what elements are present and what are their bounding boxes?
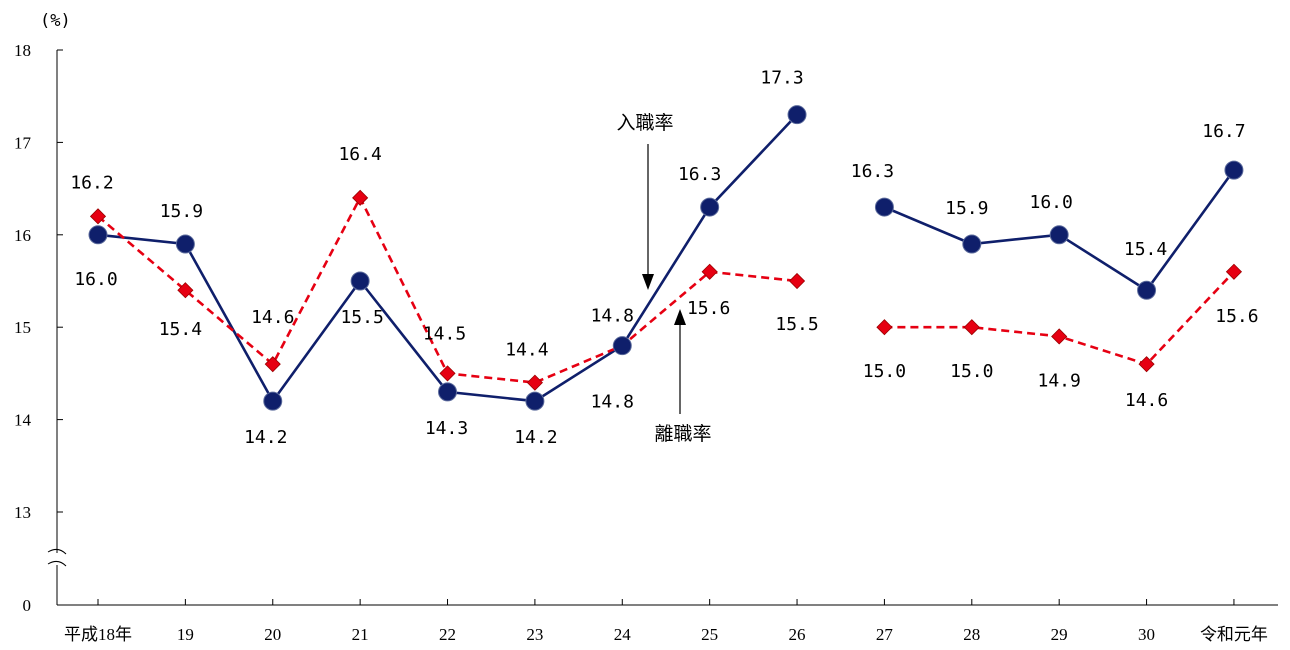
series-markers xyxy=(88,105,1244,411)
data-label-rishoku: 14.5 xyxy=(423,323,466,344)
data-label-rishoku: 14.8 xyxy=(591,392,634,413)
data-label-rishoku: 15.4 xyxy=(159,319,202,340)
y-tick-label: 0 xyxy=(23,596,32,615)
y-tick-label: 13 xyxy=(14,503,31,522)
data-label-rishoku: 14.9 xyxy=(1038,370,1081,391)
marker-rishoku xyxy=(963,319,980,336)
marker-nyushoku xyxy=(612,336,632,356)
data-label-nyushoku: 15.4 xyxy=(1124,239,1167,260)
data-labels: 16.0 15.9 14.2 15.5 14.3 14.2 14.8 16.3 17.3 16.3… xyxy=(70,68,1258,448)
data-label-rishoku: 16.4 xyxy=(338,144,381,165)
x-tick-label: 27 xyxy=(876,625,894,644)
annotation-rishoku: 離職率 xyxy=(654,423,711,445)
marker-rishoku xyxy=(1225,263,1243,280)
marker-rishoku xyxy=(352,189,369,206)
data-label-nyushoku: 15.5 xyxy=(340,307,383,328)
data-label-nyushoku: 16.3 xyxy=(851,161,894,182)
data-label-nyushoku: 16.3 xyxy=(678,164,721,185)
annotation-arrowhead-nyushoku xyxy=(642,274,654,290)
x-tick-label: 平成18年 xyxy=(64,625,132,644)
axes xyxy=(47,50,1278,606)
marker-nyushoku xyxy=(525,391,545,411)
marker-nyushoku xyxy=(175,234,195,254)
annotation-nyushoku: 入職率 xyxy=(616,112,673,134)
x-tick-label: 21 xyxy=(352,625,369,644)
data-label-rishoku: 14.6 xyxy=(251,307,294,328)
series-lines xyxy=(97,113,1235,404)
y-tick-label: 16 xyxy=(14,226,31,245)
marker-nyushoku xyxy=(438,382,458,402)
data-label-nyushoku: 17.3 xyxy=(760,68,803,89)
data-label-rishoku: 15.5 xyxy=(775,314,818,335)
data-label-nyushoku: 16.0 xyxy=(1030,192,1073,213)
marker-rishoku xyxy=(177,282,194,299)
x-tick-label: 24 xyxy=(614,625,632,644)
marker-rishoku xyxy=(701,263,718,280)
data-label-nyushoku: 14.2 xyxy=(244,427,287,448)
marker-nyushoku xyxy=(962,234,982,254)
y-tick-label: 17 xyxy=(14,133,32,152)
x-tick-label: 30 xyxy=(1138,625,1155,644)
y-tick-label: 18 xyxy=(14,41,31,60)
marker-nyushoku xyxy=(1137,280,1157,300)
marker-rishoku xyxy=(439,365,456,382)
data-label-rishoku: 15.6 xyxy=(687,298,730,319)
data-label-nyushoku: 14.2 xyxy=(514,427,557,448)
series-line-nyushoku xyxy=(97,113,798,404)
marker-rishoku xyxy=(264,356,281,373)
axis-ticks: 13 14 15 16 17 18 0 平成18年 19 20 21 22 23 24 25 26 27 28 29… xyxy=(14,41,1268,644)
annotation-arrowhead-rishoku xyxy=(674,309,686,325)
y-tick-label: 15 xyxy=(14,318,31,337)
data-label-rishoku: 15.6 xyxy=(1215,306,1258,327)
data-label-nyushoku: 15.9 xyxy=(160,201,203,222)
data-label-nyushoku: 14.8 xyxy=(591,306,634,327)
x-tick-label: 29 xyxy=(1051,625,1068,644)
x-tick-label: 22 xyxy=(439,625,456,644)
data-label-rishoku: 16.2 xyxy=(70,172,113,193)
y-axis-unit: (%) xyxy=(40,11,71,31)
marker-rishoku xyxy=(788,272,806,290)
x-tick-label: 25 xyxy=(701,625,718,644)
marker-rishoku xyxy=(1051,328,1068,345)
marker-nyushoku xyxy=(874,197,894,217)
data-label-rishoku: 15.0 xyxy=(863,361,906,382)
marker-nyushoku xyxy=(350,271,370,291)
marker-rishoku xyxy=(1138,356,1155,373)
y-tick-label: 14 xyxy=(14,411,32,430)
series-line-rishoku xyxy=(884,270,1235,366)
data-label-rishoku: 14.6 xyxy=(1125,390,1168,411)
data-label-rishoku: 14.4 xyxy=(505,340,548,361)
x-tick-label: 23 xyxy=(526,625,543,644)
x-tick-label: 19 xyxy=(177,625,194,644)
x-tick-label: 28 xyxy=(963,625,980,644)
marker-rishoku xyxy=(89,208,107,225)
marker-nyushoku xyxy=(88,225,108,245)
y-axis-break-mark-bottom xyxy=(47,560,67,567)
x-tick-label: 20 xyxy=(264,625,281,644)
marker-nyushoku xyxy=(1224,160,1244,180)
data-label-nyushoku: 16.0 xyxy=(74,269,117,290)
marker-rishoku xyxy=(876,319,893,336)
data-label-rishoku: 15.0 xyxy=(950,361,993,382)
y-axis-break-mark-top xyxy=(47,548,67,555)
marker-nyushoku xyxy=(263,391,283,411)
data-label-nyushoku: 14.3 xyxy=(425,418,468,439)
series-line-rishoku xyxy=(97,194,798,384)
marker-rishoku xyxy=(526,374,543,391)
marker-nyushoku xyxy=(1049,225,1069,245)
marker-nyushoku xyxy=(700,197,720,217)
data-label-nyushoku: 16.7 xyxy=(1202,121,1245,142)
x-tick-label: 26 xyxy=(789,625,806,644)
x-tick-label: 令和元年 xyxy=(1200,625,1268,644)
data-label-nyushoku: 15.9 xyxy=(945,198,988,219)
marker-nyushoku xyxy=(787,105,807,125)
